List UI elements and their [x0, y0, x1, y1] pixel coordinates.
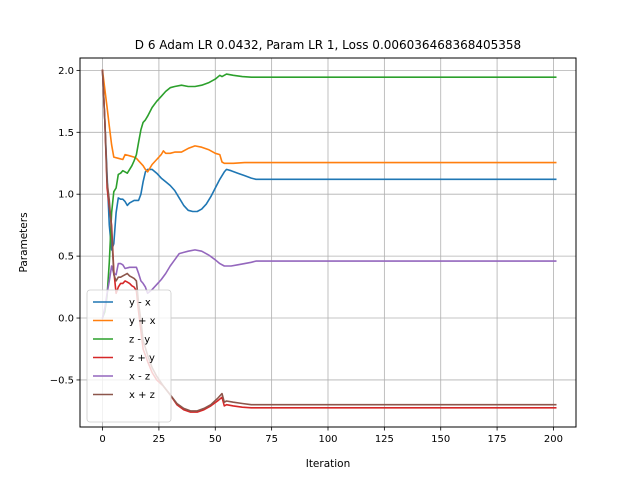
legend-label: x - z: [129, 372, 150, 383]
chart-title: D 6 Adam LR 0.0432, Param LR 1, Loss 0.0…: [135, 38, 521, 52]
x-tick-label: 0: [99, 434, 105, 445]
legend: y - x y + x z - y z + y x - z x + z: [86, 289, 172, 423]
x-tick-label: 125: [375, 434, 394, 445]
y-tick-label: 1.0: [58, 190, 74, 201]
y-tick-label: −0.5: [50, 375, 74, 386]
legend-box: [86, 289, 172, 423]
y-tick-label: 2.0: [58, 66, 74, 77]
series-line-y-minus-plus-minus-x: [101, 69, 557, 173]
legend-label: y + x: [129, 316, 156, 327]
x-tick-label: 200: [544, 434, 563, 445]
axis-ticks: 0 25 50 75 100 125 150 175 200 −0.5 0.0 0.5 1.0 1.5 2.…: [50, 66, 563, 445]
legend-label: x + z: [129, 390, 155, 401]
grid: [80, 58, 576, 427]
series-line-y-minus-x: [101, 69, 557, 251]
x-tick-label: 150: [431, 434, 450, 445]
x-tick-label: 50: [209, 434, 222, 445]
y-tick-label: 0.5: [58, 252, 74, 263]
y-axis-label: Parameters: [18, 212, 30, 272]
y-tick-label: 1.5: [58, 128, 74, 139]
x-tick-label: 100: [318, 434, 337, 445]
x-tick-label: 75: [265, 434, 278, 445]
x-tick-label: 25: [153, 434, 166, 445]
x-tick-label: 175: [488, 434, 507, 445]
x-axis-label: Iteration: [306, 458, 351, 470]
series-line-x-minus-z: [101, 249, 557, 319]
legend-label: z - y: [129, 335, 150, 346]
series-line-z-minus-y: [101, 73, 557, 320]
y-tick-label: 0.0: [58, 314, 74, 325]
legend-label: z + y: [129, 353, 155, 364]
legend-label: y - x: [129, 298, 151, 309]
